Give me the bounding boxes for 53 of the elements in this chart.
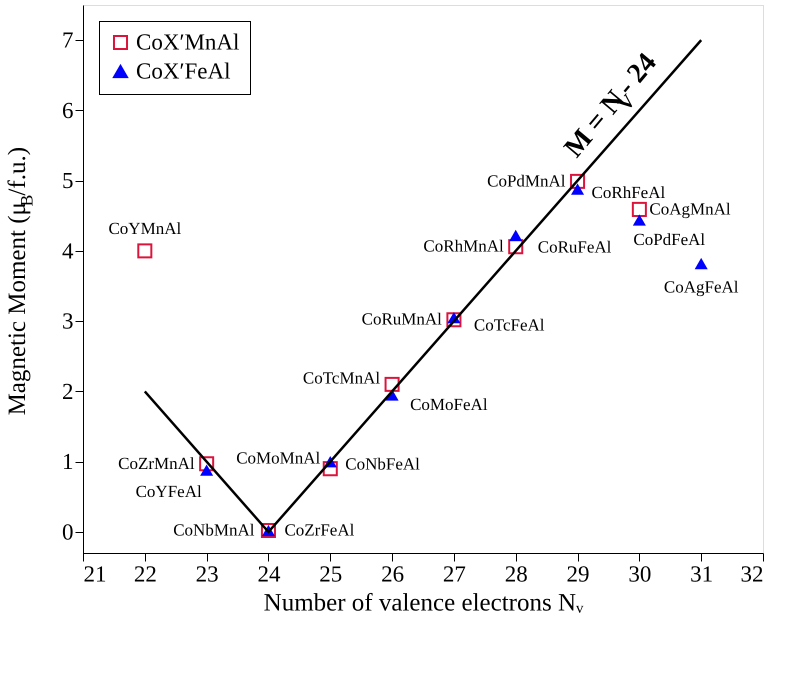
annotation: CoYFeAl [136,482,202,502]
annotation: CoAgFeAl [664,278,739,297]
y-axis-title: Magnetic Moment (μB/f.u.) [4,146,36,416]
y-tick-label: 3 [62,308,74,334]
y-tick-label: 1 [62,449,74,474]
annotation: CoMoFeAl [410,394,488,414]
x-tick-label: 32 [740,562,764,586]
annotation: CoZrMnAl [118,454,195,473]
point [322,461,338,476]
annotation: CoZrFeAl [284,520,355,540]
point [508,239,524,254]
point [632,214,646,226]
legend-label: CoX′FeAl [136,58,230,84]
point [199,456,214,472]
y-tick-label: 5 [62,168,74,194]
x-tick-label: 26 [381,562,404,586]
x-tick-label: 29 [566,562,590,586]
legend-label: CoX′MnAl [136,30,240,54]
annotation: CoNbFeAl [345,454,420,474]
annotation: CoRhMnAl [423,236,504,256]
y-tick-label: 7 [62,28,74,53]
point [570,174,586,189]
x-tick-label: 27 [442,562,466,586]
annotation: CoMoMnAl [236,448,321,468]
x-tick-label: 21 [84,562,106,586]
x-tick-label: 22 [134,562,157,586]
x-tick-label: 23 [196,562,219,586]
annotation: CoRuFeAl [538,237,612,256]
point [384,376,400,392]
x-tick-label: 30 [628,562,652,586]
y-tick-label: 6 [62,98,74,123]
x-axis-title: Number of valence electrons Nᵥ [264,590,584,616]
point [200,464,214,476]
x-tick-label: 24 [257,562,281,586]
x-tick-label: 25 [319,562,342,586]
point [571,183,584,195]
annotation: CoYMnAl [108,218,182,238]
annotation: CoRuMnAl [362,310,442,329]
annotation: CoTcMnAl [302,368,380,388]
x-tick-label: 31 [690,562,714,586]
annotation: CoPdMnAl [487,171,566,190]
y-tick-label: 4 [62,238,74,264]
point [446,312,462,328]
x-tick-label: 28 [504,562,528,586]
point [509,230,522,242]
annotation: CoPdFeAl [633,230,706,249]
y-tick-label: 2 [62,378,74,404]
annotation: CoNbMnAl [173,520,255,540]
point [632,202,647,217]
y-tick-label: 0 [62,519,74,544]
annotation: CoTcFeAl [474,316,545,335]
point [137,243,152,258]
point [694,258,708,270]
